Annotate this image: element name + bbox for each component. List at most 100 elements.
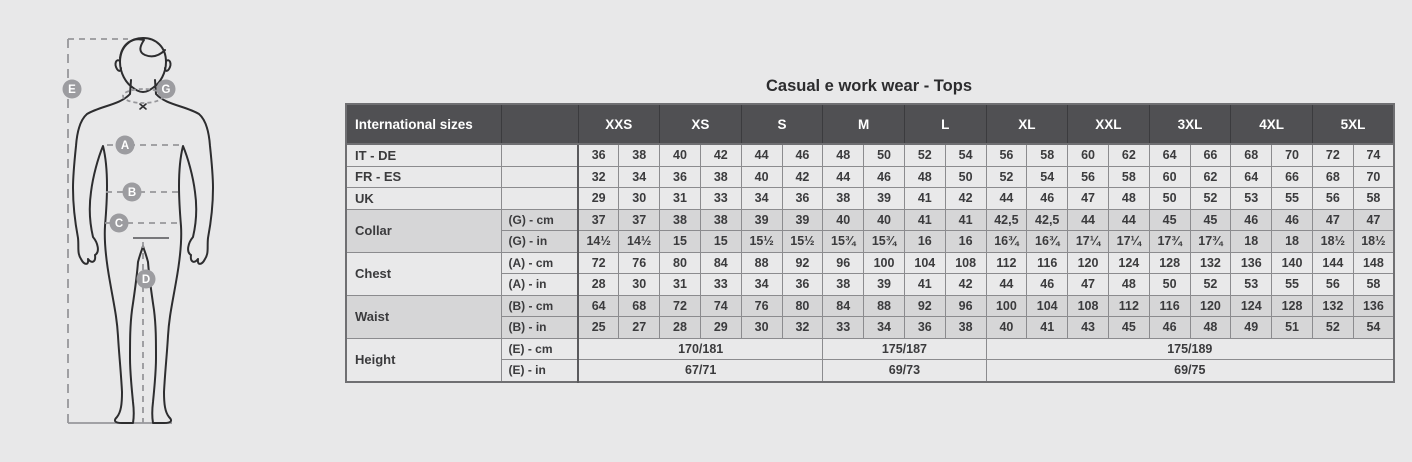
table-title: Casual e work wear - Tops [765, 77, 972, 95]
size-value-cell: 36 [659, 165, 701, 188]
ear-left-icon [114, 59, 122, 72]
size-value-cell: 60 [1067, 143, 1109, 167]
size-value-cell: 92 [781, 251, 824, 274]
size-value-cell: 39 [740, 208, 783, 231]
size-value-cell: 44 [822, 165, 865, 188]
size-value-cell: 36 [781, 273, 824, 296]
size-value-cell: 128 [1148, 251, 1191, 274]
size-value-cell: 56 [1311, 187, 1354, 210]
body-outline-left [72, 79, 144, 424]
size-value-cell: 64 [1148, 143, 1191, 167]
size-value-cell: 40 [740, 165, 783, 188]
table-row: Height (E) - cm 170/181 175/187 175/189 [345, 337, 1395, 382]
collar-marker-icon [139, 103, 147, 110]
size-value-cell: 124 [1230, 294, 1273, 317]
row-label: FR - ES [345, 165, 502, 188]
unit-label: (G) - in [500, 230, 579, 253]
waist-badge [122, 182, 142, 202]
size-value-cell: 47 [1067, 273, 1109, 296]
size-value-cell: 136 [1352, 294, 1395, 317]
size-value-cell: 25 [577, 316, 620, 339]
size-value-cell: 36 [781, 187, 824, 210]
size-value-cell: 52 [1311, 316, 1354, 339]
unit-label: (B) - cm [500, 294, 579, 317]
unit-label: (E) - in [500, 359, 579, 382]
unit-label: (B) - in [500, 316, 579, 339]
size-value-cell: 112 [1107, 294, 1150, 317]
size-value-cell: 67/71 [577, 359, 824, 382]
size-value-cell: 48 [822, 143, 865, 167]
size-value-cell: 100 [985, 294, 1028, 317]
collar-badge-label: G [162, 84, 171, 96]
size-value-cell: 30 [740, 316, 783, 339]
size-value-cell: 56 [1067, 165, 1109, 188]
size-value-cell: 68 [1311, 165, 1354, 188]
size-value-cell: 18½ [1352, 230, 1395, 253]
body-outline-right [142, 79, 214, 424]
size-group-header: XL [985, 103, 1069, 145]
size-value-cell: 104 [903, 251, 946, 274]
size-value-cell: 38 [944, 316, 987, 339]
size-value-cell: 58 [1352, 273, 1395, 296]
size-value-cell: 18 [1230, 230, 1273, 253]
table-row: Collar (G) - cm 37 37 38 38 39 39 40 40 41 41 42,5 42… [345, 208, 1395, 253]
size-value-cell: 31 [659, 273, 701, 296]
size-value-cell: 54 [944, 143, 987, 167]
size-value-cell: 38 [699, 208, 742, 231]
size-value-cell: 84 [822, 294, 865, 317]
size-group-header: L [903, 103, 987, 145]
size-value-cell: 17¾ [1148, 230, 1191, 253]
size-group-header: XXS [577, 103, 661, 145]
size-value-cell: 72 [577, 251, 620, 274]
size-value-cell: 46 [1026, 187, 1069, 210]
size-value-cell: 58 [1026, 143, 1069, 167]
size-value-cell: 42 [944, 187, 987, 210]
size-value-cell: 15 [699, 230, 742, 253]
hair [119, 38, 166, 59]
size-value-cell: 16 [944, 230, 987, 253]
size-value-cell: 48 [1107, 187, 1150, 210]
size-value-cell: 38 [699, 165, 742, 188]
size-value-cell: 108 [1067, 294, 1109, 317]
size-value-cell: 55 [1271, 187, 1313, 210]
size-value-cell: 80 [781, 294, 824, 317]
size-value-cell: 58 [1107, 165, 1150, 188]
row-label: Height [345, 337, 502, 382]
size-value-cell: 47 [1311, 208, 1354, 231]
size-value-cell: 42,5 [1026, 208, 1069, 231]
size-value-cell: 41 [903, 187, 946, 210]
row-label: Waist [345, 294, 502, 339]
size-value-cell: 44 [1107, 208, 1150, 231]
size-value-cell: 30 [618, 187, 661, 210]
table-row: (A) - in 28 30 31 33 34 36 38 39 41 42 44 46 47 48 50 52… [346, 273, 1395, 296]
table-row: (E) - in 67/71 69/73 69/75 [346, 359, 1395, 382]
chest-badge-label: A [121, 140, 129, 152]
size-value-cell: 34 [863, 316, 905, 339]
size-value-cell: 15½ [740, 230, 783, 253]
size-value-cell: 48 [1189, 316, 1232, 339]
size-value-cell: 60 [1148, 165, 1191, 188]
size-value-cell: 80 [659, 251, 701, 274]
unit-label [500, 143, 579, 167]
size-group-header: 5XL [1311, 103, 1395, 145]
size-value-cell: 34 [740, 273, 783, 296]
size-value-cell: 72 [659, 294, 701, 317]
size-value-cell: 36 [903, 316, 946, 339]
size-value-cell: 56 [985, 143, 1028, 167]
size-value-cell: 48 [903, 165, 946, 188]
row-label: Chest [345, 251, 502, 296]
size-value-cell: 38 [822, 273, 865, 296]
size-value-cell: 116 [1148, 294, 1191, 317]
table-row: Waist (B) - cm 64 68 72 74 76 80 84 88 92 96 100 104 1… [345, 294, 1395, 339]
size-value-cell: 28 [659, 316, 701, 339]
size-value-cell: 132 [1311, 294, 1354, 317]
size-value-cell: 62 [1107, 143, 1150, 167]
size-value-cell: 52 [985, 165, 1028, 188]
body-diagram-svg: E G A B C D [62, 37, 214, 424]
size-value-cell: 69/73 [822, 359, 987, 382]
size-value-cell: 40 [985, 316, 1028, 339]
table-row: (B) - in 25 27 28 29 30 32 33 34 36 38 40 41 43 45 46 48… [346, 316, 1395, 339]
size-value-cell: 33 [822, 316, 865, 339]
size-value-cell: 96 [944, 294, 987, 317]
size-value-cell: 45 [1189, 208, 1232, 231]
